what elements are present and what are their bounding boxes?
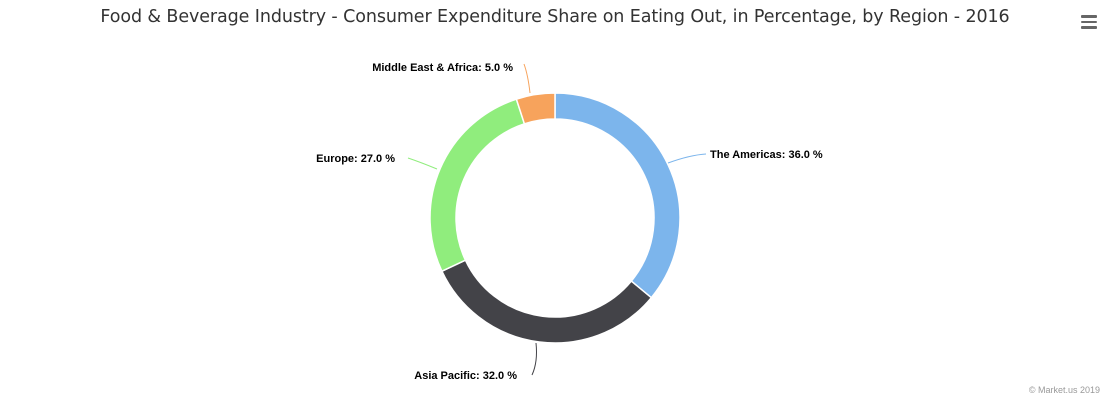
donut-slice-asia-pacific[interactable] xyxy=(440,259,653,344)
chart-title: Food & Beverage Industry - Consumer Expe… xyxy=(100,7,1010,27)
connector-line xyxy=(523,63,531,94)
data-label: Middle East & Africa: 5.0 % xyxy=(372,62,513,74)
hamburger-menu-icon[interactable] xyxy=(1078,12,1100,32)
connector-line xyxy=(407,157,438,170)
data-label: The Americas: 36.0 % xyxy=(710,149,823,161)
data-label: Asia Pacific: 32.0 % xyxy=(414,370,517,382)
credit-text[interactable]: © Market.us 2019 xyxy=(1028,385,1100,395)
connector-line xyxy=(667,153,707,164)
data-label: Europe: 27.0 % xyxy=(316,153,395,165)
donut-slice-europe[interactable] xyxy=(429,98,526,273)
connector-line xyxy=(531,342,537,376)
donut-slice-middle-east-africa[interactable] xyxy=(515,92,556,125)
donut-slice-the-americas[interactable] xyxy=(554,92,681,299)
